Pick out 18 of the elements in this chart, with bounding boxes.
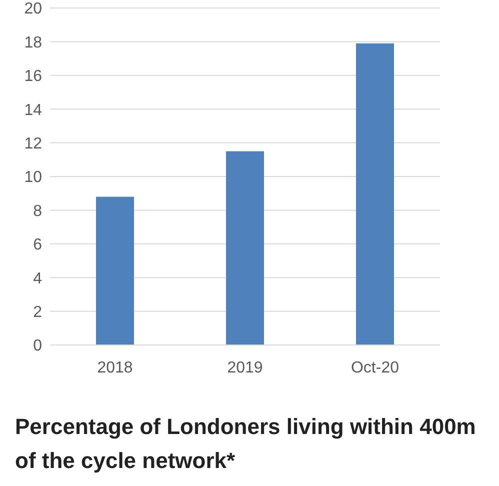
y-tick-label: 20 xyxy=(24,0,42,18)
y-tick-label: 16 xyxy=(24,68,42,86)
x-tick-label: Oct-20 xyxy=(350,359,400,376)
x-tick-label: 2018 xyxy=(97,359,133,376)
y-tick-label: 14 xyxy=(24,102,42,119)
y-tick-label: 2 xyxy=(33,304,42,321)
y-tick-label: 8 xyxy=(33,202,42,220)
y-tick-label: 6 xyxy=(33,236,42,254)
text: Percentage of Londoners living within 400m of the cycle network* xyxy=(15,413,477,475)
bar xyxy=(226,151,264,345)
y-tick-label: 4 xyxy=(33,270,42,288)
bar xyxy=(96,196,134,345)
y-tick-label: 18 xyxy=(24,34,42,52)
y-tick-label: 12 xyxy=(24,135,42,152)
bar xyxy=(356,43,394,345)
x-tick-label: 2019 xyxy=(227,359,263,376)
y-tick-label: 10 xyxy=(24,169,42,186)
y-tick-label: 0 xyxy=(33,338,42,355)
